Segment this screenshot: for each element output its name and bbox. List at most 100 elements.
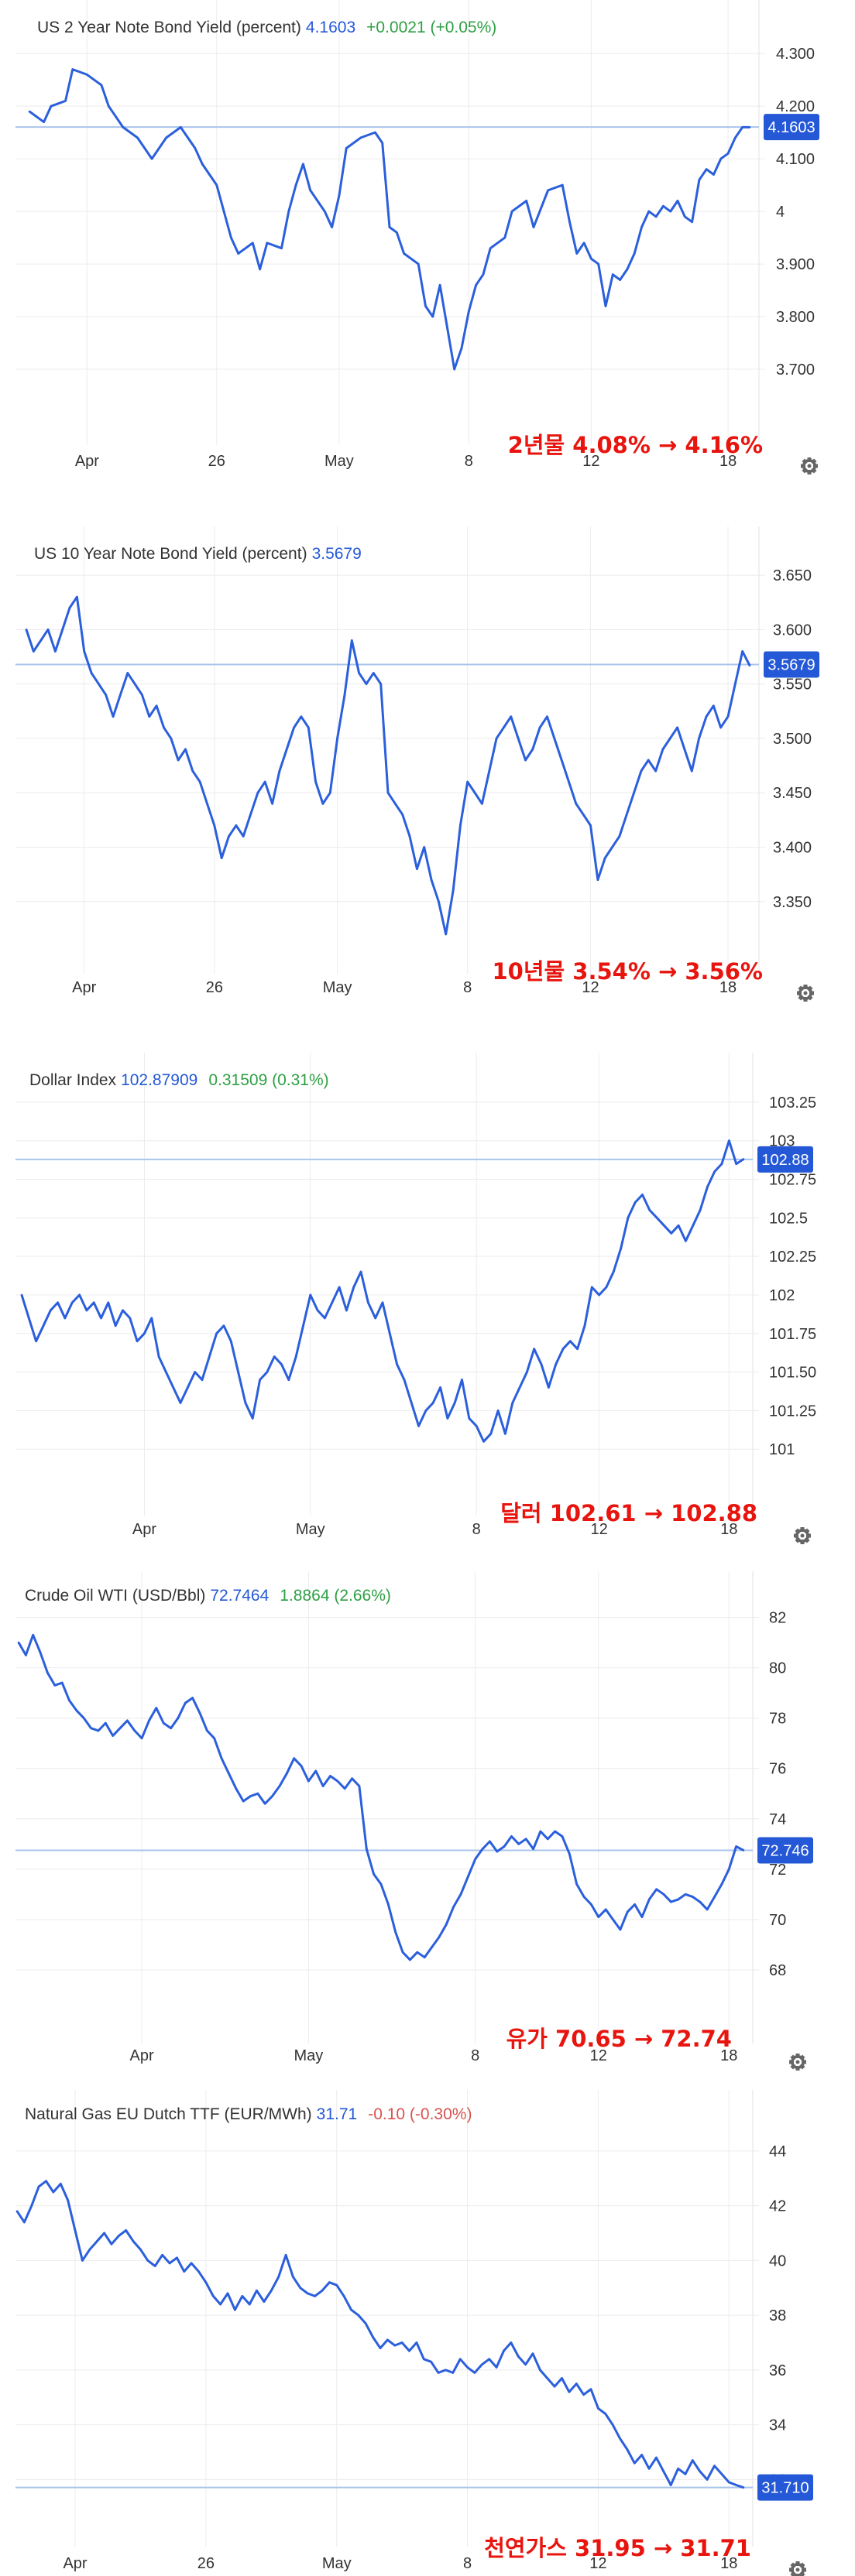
data-point [719, 726, 722, 729]
chart-title: Dollar Index [29, 1071, 117, 1089]
data-point [75, 1709, 78, 1712]
data-point [100, 84, 103, 87]
data-point [228, 1772, 230, 1775]
gear-icon[interactable] [789, 2054, 806, 2071]
data-point [416, 1951, 419, 1954]
chart-title-row: Crude Oil WTI (USD/Bbl) 72.7464 1.8864 (2.… [25, 1587, 391, 1605]
data-point [582, 2393, 585, 2396]
data-point [146, 2259, 149, 2262]
data-point [726, 715, 730, 718]
data-point [676, 200, 679, 202]
data-point [237, 252, 240, 255]
data-point [647, 210, 651, 213]
data-point [612, 1918, 614, 1921]
y-tick-label: 74 [769, 1811, 786, 1828]
data-point [438, 284, 441, 286]
data-point [163, 726, 165, 729]
data-point [459, 1893, 462, 1896]
last-value-badge-label: 102.88 [761, 1152, 809, 1169]
gear-icon[interactable] [797, 985, 814, 1002]
data-point [734, 683, 737, 685]
data-point [53, 1684, 57, 1687]
data-point [112, 715, 115, 718]
data-point [183, 2270, 185, 2273]
gear-icon[interactable] [789, 2561, 806, 2576]
data-point [647, 2468, 651, 2470]
data-point [387, 1903, 390, 1906]
data-point [669, 210, 671, 213]
data-point [338, 1286, 341, 1289]
data-point [489, 1433, 493, 1435]
data-point [184, 1701, 187, 1704]
data-point [249, 1795, 252, 1797]
data-point [691, 221, 693, 224]
data-point [597, 1916, 600, 1918]
data-point [603, 857, 606, 859]
data-point [351, 639, 353, 642]
data-point [92, 1301, 95, 1304]
data-point [358, 1785, 361, 1787]
data-point [409, 1958, 411, 1961]
gear-icon[interactable] [801, 457, 818, 474]
series-line [29, 68, 750, 371]
chart-svg: 3.650 3.600 3.550 3.500 3.450 3.400 3.350 Apr 26… [15, 526, 819, 1002]
data-point [400, 2341, 403, 2344]
data-point [68, 606, 71, 609]
data-point [654, 769, 657, 772]
y-tick-label: 101.25 [769, 1403, 816, 1420]
data-point [230, 236, 232, 239]
y-tick-label: 3.350 [773, 894, 812, 911]
y-tick-label: 102.75 [769, 1172, 816, 1189]
data-point [177, 1717, 180, 1719]
data-point [590, 258, 592, 260]
data-point [641, 1194, 644, 1196]
data-point [271, 1795, 273, 1797]
data-point [64, 1317, 67, 1320]
data-point [415, 2341, 418, 2344]
data-point [475, 1425, 478, 1427]
data-point [336, 1780, 339, 1783]
data-point [510, 210, 513, 213]
data-point [191, 769, 194, 772]
x-tick-label: May [296, 1521, 325, 1538]
x-tick-label: 26 [208, 453, 225, 470]
data-point [263, 2300, 266, 2303]
data-point [488, 769, 491, 772]
data-point [345, 1309, 348, 1312]
data-point [489, 1840, 491, 1843]
data-point [475, 284, 477, 286]
data-point [366, 1848, 368, 1851]
data-point [735, 1163, 737, 1165]
data-point [273, 1355, 276, 1358]
data-point [742, 1849, 745, 1852]
data-point [626, 1910, 629, 1913]
data-point [82, 1717, 85, 1719]
x-tick-label: 12 [590, 1521, 607, 1538]
data-point [684, 215, 686, 218]
data-point [309, 1293, 312, 1297]
data-point [604, 305, 607, 307]
data-point [60, 1681, 64, 1684]
data-point [575, 1883, 578, 1886]
chart-title-row: Dollar Index 102.87909 0.31509 (0.31%) [29, 1071, 329, 1090]
data-point [597, 262, 599, 265]
data-point [525, 200, 527, 202]
data-point [284, 2254, 287, 2256]
data-point [280, 1363, 283, 1365]
change-value: 0.31509 (0.31%) [208, 1071, 329, 1089]
gear-icon[interactable] [794, 1527, 811, 1544]
data-point [381, 142, 384, 144]
data-point [504, 1433, 506, 1435]
y-tick-label: 44 [769, 2143, 786, 2160]
data-point [416, 868, 418, 870]
data-point [698, 737, 700, 740]
last-value-badge-label: 4.1603 [767, 119, 815, 136]
data-point [294, 183, 297, 187]
data-point [342, 2295, 345, 2297]
data-point [655, 1888, 658, 1891]
data-point [83, 650, 85, 653]
data-point [640, 769, 643, 772]
data-point [458, 2358, 462, 2361]
data-point [445, 933, 447, 936]
